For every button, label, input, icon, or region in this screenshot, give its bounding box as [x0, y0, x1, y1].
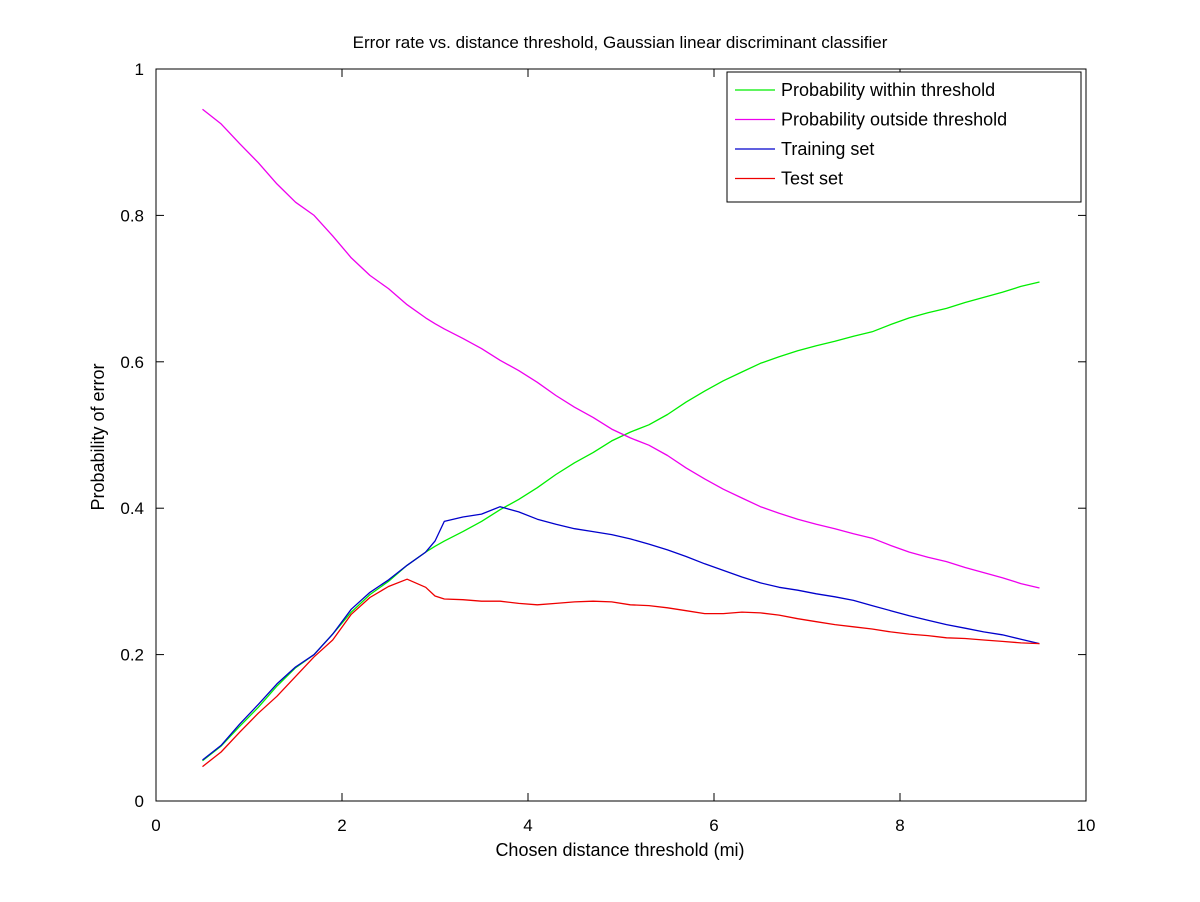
legend-label: Test set	[781, 169, 843, 189]
x-tick-label: 0	[151, 816, 160, 835]
legend-label: Probability within threshold	[781, 80, 995, 100]
plot-area-frame	[155, 68, 1087, 802]
legend-label: Training set	[781, 139, 874, 159]
x-tick-label: 10	[1077, 816, 1096, 835]
series-line-test-set	[202, 578, 1040, 768]
y-tick-label: 1	[135, 60, 144, 79]
series-line-probability-outside-threshold	[202, 108, 1040, 589]
x-tick-label: 4	[523, 816, 532, 835]
x-tick-label: 8	[895, 816, 904, 835]
y-tick-label: 0	[135, 792, 144, 811]
y-tick-label: 0.8	[120, 206, 144, 225]
series-line-probability-within-threshold	[202, 281, 1040, 762]
y-tick-label: 0.4	[120, 499, 144, 518]
chart-title: Error rate vs. distance threshold, Gauss…	[353, 33, 888, 52]
x-tick-label: 2	[337, 816, 346, 835]
legend-label: Probability outside threshold	[781, 110, 1007, 130]
legend-box	[726, 71, 1082, 203]
series-line-training-set	[202, 506, 1040, 761]
y-axis-label: Probability of error	[88, 363, 108, 510]
x-axis-label: Chosen distance threshold (mi)	[495, 840, 744, 860]
x-tick-label: 6	[709, 816, 718, 835]
y-tick-label: 0.2	[120, 646, 144, 665]
legend: Probability within threshold Probability …	[726, 71, 1082, 203]
y-tick-label: 0.6	[120, 353, 144, 372]
